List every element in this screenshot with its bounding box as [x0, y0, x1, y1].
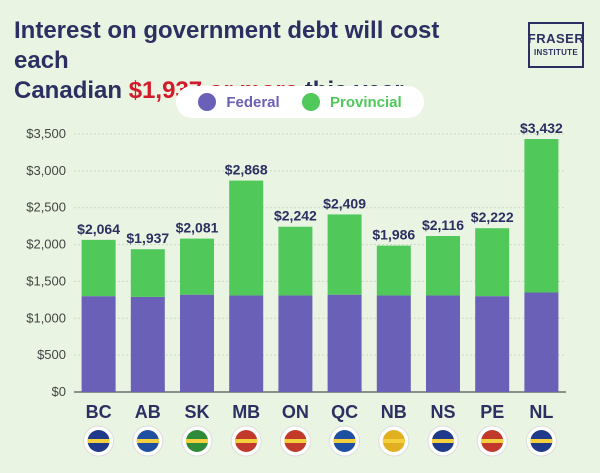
nb-flag-icon — [378, 425, 410, 457]
x-tick-label: SK — [184, 402, 209, 422]
legend-item-federal: Federal — [198, 93, 280, 111]
x-tick-label: BC — [86, 402, 112, 422]
x-tick-label: ON — [282, 402, 309, 422]
federal-swatch — [198, 93, 217, 111]
y-tick-label: $1,500 — [26, 273, 66, 288]
bar-federal — [81, 296, 116, 392]
x-tick-label: NS — [430, 402, 455, 422]
y-tick-label: $3,000 — [26, 163, 66, 178]
bar-federal — [327, 294, 362, 392]
ab-flag-icon — [132, 425, 164, 457]
logo-line-2: INSTITUTE — [533, 48, 579, 57]
logo-line-1: FRASER — [527, 31, 585, 46]
nl-flag-icon — [525, 425, 557, 457]
legend-item-provincial: Provincial — [301, 93, 402, 111]
bar-provincial — [81, 239, 116, 297]
bar-provincial — [278, 226, 313, 296]
bar-federal — [180, 294, 214, 392]
x-tick-label: QC — [331, 402, 358, 422]
bar-provincial — [229, 180, 264, 296]
bar-provincial — [180, 238, 214, 295]
bc-flag-icon — [83, 425, 115, 457]
bar-federal — [130, 296, 165, 392]
bar-federal — [426, 295, 460, 392]
bar-provincial — [376, 245, 411, 296]
y-tick-label: $500 — [37, 347, 66, 362]
pe-flag-icon — [476, 425, 508, 457]
ns-flag-icon — [427, 425, 459, 457]
y-tick-label: $2,500 — [26, 200, 66, 215]
x-tick-label: NL — [529, 402, 553, 422]
total-value-label: $3,432 — [520, 120, 563, 136]
x-tick-label: AB — [135, 402, 161, 422]
bar-federal — [376, 295, 411, 392]
y-tick-label: $0 — [52, 384, 66, 399]
total-value-label: $2,222 — [471, 209, 514, 225]
bar-federal — [524, 292, 559, 392]
qc-flag-icon — [329, 425, 361, 457]
mb-flag-icon — [230, 425, 262, 457]
total-value-label: $2,409 — [323, 195, 366, 211]
total-value-label: $1,937 — [126, 230, 169, 246]
x-tick-label: PE — [480, 402, 504, 422]
bar-provincial — [130, 249, 165, 297]
total-value-label: $2,868 — [225, 162, 268, 178]
title-text-1: Interest on government debt will cost ea… — [14, 17, 440, 74]
total-value-label: $2,081 — [176, 220, 219, 236]
total-value-label: $2,116 — [422, 217, 464, 233]
on-flag-icon — [279, 425, 311, 457]
total-value-label: $2,064 — [77, 221, 120, 237]
bar-federal — [229, 295, 264, 392]
bar-federal — [278, 295, 313, 392]
bar-provincial — [327, 214, 362, 295]
bar-federal — [475, 296, 510, 392]
legend-label-federal: Federal — [226, 93, 280, 111]
y-tick-label: $3,500 — [26, 126, 66, 141]
legend-label-provincial: Provincial — [329, 93, 402, 111]
sk-flag-icon — [181, 425, 213, 457]
x-tick-label: MB — [232, 402, 260, 422]
x-tick-label: NB — [381, 402, 407, 422]
total-value-label: $2,242 — [274, 208, 317, 224]
total-value-label: $1,986 — [372, 227, 415, 243]
bar-provincial — [475, 228, 510, 297]
y-tick-label: $1,000 — [26, 310, 66, 325]
title-text-2: Canadian — [14, 77, 129, 104]
bar-provincial — [426, 236, 460, 296]
provincial-swatch — [301, 93, 320, 111]
bar-provincial — [524, 139, 559, 293]
y-tick-label: $2,000 — [26, 237, 66, 252]
legend: Federal Provincial — [176, 86, 424, 118]
fraser-institute-logo: FRASER INSTITUTE — [528, 22, 584, 68]
